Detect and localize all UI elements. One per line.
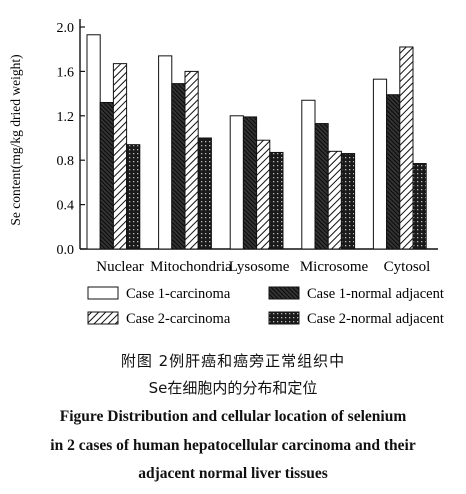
x-tick-label-nuclear: Nuclear bbox=[96, 259, 143, 275]
bar-cytosol-series-1 bbox=[372, 78, 388, 250]
bar-microsome-series-4 bbox=[340, 153, 356, 250]
x-tick-label-microsome: Microsome bbox=[300, 259, 369, 275]
y-axis-label: Se content(mg/kg dried weight) bbox=[8, 54, 23, 225]
x-tick-label-lysosome: Lysosome bbox=[229, 259, 290, 275]
bar-lysosome-series-4 bbox=[269, 151, 284, 250]
bar-microsome-series-3 bbox=[327, 150, 342, 250]
y-tick-label: 1.2 bbox=[57, 110, 75, 125]
caption-en-line3: adjacent normal liver tissues bbox=[138, 465, 328, 482]
bar-microsome-series-2 bbox=[314, 123, 329, 250]
bar-lysosome-series-2 bbox=[242, 116, 258, 250]
x-tick-label-cytosol: Cytosol bbox=[384, 259, 431, 275]
bar-lysosome-series-3 bbox=[256, 139, 271, 250]
bar-cytosol-series-2 bbox=[386, 94, 401, 250]
bars bbox=[86, 34, 427, 250]
x-tick-label-mitochondria: Mitochondria bbox=[150, 259, 232, 275]
legend: Case 1-carcinoma Case 1-normal adjacent Ca… bbox=[87, 286, 444, 327]
legend-label-series-3: Case 2-carcinoma bbox=[126, 311, 231, 327]
bar-mitochondria-series-2 bbox=[171, 83, 186, 250]
bar-microsome-series-1 bbox=[301, 99, 316, 250]
bar-mitochondria-series-1 bbox=[158, 55, 173, 250]
bar-lysosome-series-1 bbox=[229, 115, 244, 250]
axes: 0.0 0.4 0.8 1.2 1.6 2.0 Nuclear MitochondriaLys… bbox=[57, 19, 438, 275]
legend-swatch-series-3 bbox=[87, 311, 119, 325]
bar-mitochondria-series-4 bbox=[197, 137, 212, 250]
y-tick-label: 0.8 bbox=[57, 154, 75, 169]
bar-cytosol-series-4 bbox=[412, 163, 427, 250]
y-tick-label: 0.0 bbox=[57, 243, 75, 258]
caption-en-line2: in 2 cases of human hepatocellular carci… bbox=[50, 437, 416, 454]
bar-nuclear-series-2 bbox=[99, 101, 114, 250]
bar-mitochondria-series-3 bbox=[184, 70, 199, 250]
legend-label-series-4: Case 2-normal adjacent bbox=[307, 311, 444, 327]
y-tick-label: 0.4 bbox=[57, 199, 75, 214]
bar-cytosol-series-3 bbox=[399, 46, 414, 250]
caption-cn-line2: Se在细胞内的分布和定位 bbox=[148, 379, 318, 397]
y-tick-label: 1.6 bbox=[57, 65, 75, 80]
bar-nuclear-series-4 bbox=[126, 144, 141, 250]
legend-swatch-series-2 bbox=[268, 286, 300, 300]
bar-nuclear-series-3 bbox=[112, 63, 128, 250]
bar-chart: 0.0 0.4 0.8 1.2 1.6 2.0 Nuclear MitochondriaLys… bbox=[8, 19, 444, 327]
bar-nuclear-series-1 bbox=[86, 34, 101, 250]
caption-en-line1: Figure Distribution and cellular locatio… bbox=[59, 408, 407, 425]
legend-swatch-series-1 bbox=[87, 286, 119, 300]
y-tick-label: 2.0 bbox=[57, 21, 75, 36]
legend-label-series-2: Case 1-normal adjacent bbox=[307, 286, 444, 302]
legend-swatch-series-4 bbox=[268, 311, 300, 325]
legend-label-series-1: Case 1-carcinoma bbox=[126, 286, 231, 302]
caption-cn-line1: 附图 2例肝癌和癌旁正常组织中 bbox=[120, 352, 346, 370]
